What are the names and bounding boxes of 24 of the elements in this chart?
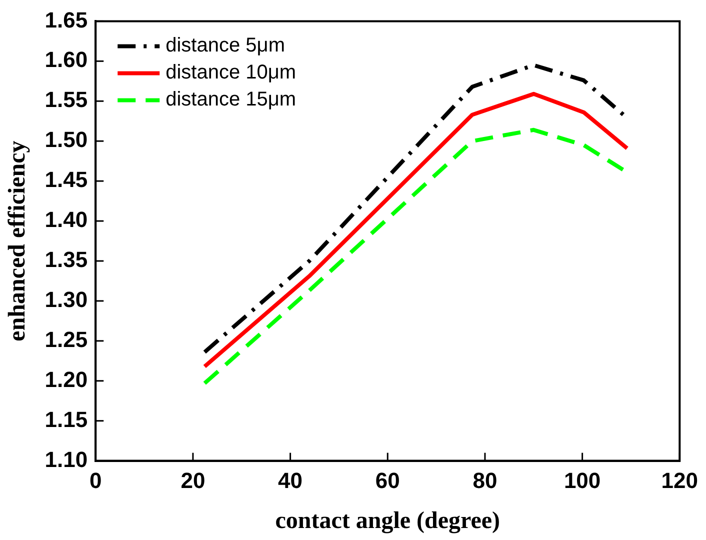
y-tick-label: 1.10 (44, 446, 88, 472)
y-axis-title: enhanced efficiency (4, 140, 31, 342)
y-tick-label: 1.15 (44, 406, 88, 432)
legend-label: distance 10μm (166, 62, 296, 84)
y-tick-label: 1.30 (44, 287, 88, 312)
y-tick-label: 1.25 (44, 326, 88, 352)
y-tick-label: 1.50 (44, 127, 88, 152)
y-tick-label: 1.60 (44, 47, 88, 72)
x-tick-label: 20 (180, 468, 206, 494)
y-tick-label: 1.40 (44, 207, 88, 232)
x-tick-label: 40 (278, 468, 303, 494)
x-tick-label: 100 (564, 468, 601, 494)
legend-label: distance 5μm (166, 34, 285, 57)
x-axis-title: contact angle (degree) (275, 508, 500, 534)
y-tick-label: 1.55 (44, 87, 88, 112)
y-tick-label: 1.35 (44, 247, 88, 272)
x-tick-label: 60 (375, 468, 400, 494)
y-tick-label: 1.20 (44, 366, 88, 392)
y-tick-label: 1.45 (44, 167, 88, 192)
x-tick-label: 0 (89, 468, 102, 494)
x-tick-label: 120 (661, 468, 698, 494)
y-tick-label: 1.65 (44, 7, 88, 32)
x-tick-label: 80 (472, 468, 498, 494)
legend-label: distance 15μm (166, 88, 296, 111)
